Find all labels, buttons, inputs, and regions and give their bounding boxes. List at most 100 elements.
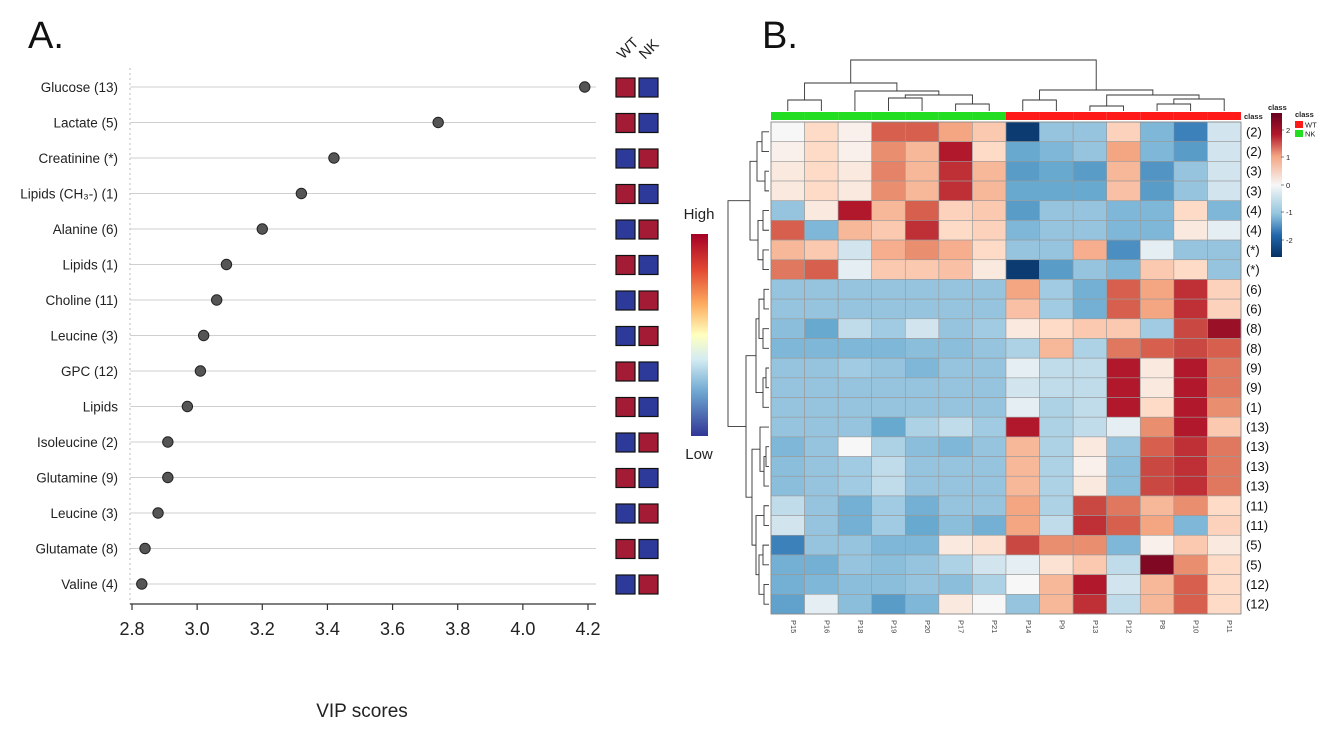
vip-point [210,294,223,306]
nk-level-box [638,503,659,524]
heatmap-cell [871,318,906,339]
nk-level-box [638,432,659,453]
heatmap-cell [1139,574,1175,595]
heatmap-cell [972,259,1007,280]
heatmap-cell [1005,239,1040,261]
heatmap-cell [1005,259,1040,280]
heatmap-cell [1106,239,1141,261]
metabolite-label: Lactate (5) [53,116,118,131]
metabolite-label: Glutamine (9) [36,471,118,486]
heatmap-cell [837,141,873,162]
heatmap-cell [1106,534,1141,556]
vip-x-tick-label: 4.2 [575,619,600,639]
heatmap-row-label: (12) [1246,577,1269,592]
heatmap-cell [871,534,906,556]
heatmap-cell [1005,318,1040,339]
heatmap-cell [770,515,805,536]
heatmap-cell [1106,416,1141,438]
heatmap-cells [770,121,1242,615]
heatmap-cell [1106,279,1141,300]
heatmap-cell [871,397,906,418]
heatmap-cell [1207,436,1242,457]
heatmap-cell [1173,495,1208,516]
heatmap-column-label: P21 [990,620,999,633]
heatmap-cell [1039,495,1074,516]
heatmap-cell [938,397,973,418]
heatmap-cell [1173,594,1208,615]
heatmap-cell [904,239,940,261]
heatmap-cell [1106,298,1141,320]
column-dendrogram-branch [1089,105,1124,111]
nk-level-box [638,325,659,347]
heatmap-cell [770,416,805,438]
heatmap-cell [770,554,805,575]
heatmap-cell [904,357,940,379]
color-key-tick-label: 1 [1286,153,1290,162]
heatmap-cell [1106,200,1141,221]
column-dendrogram-branch [888,97,923,111]
nk-level-box [638,219,659,240]
heatmap-cell [1139,436,1175,457]
heatmap-cell [1072,161,1108,182]
nk-level-box [638,148,659,169]
heatmap-cell [837,397,873,418]
wt-level-box [615,574,636,595]
heatmap-cell [1139,279,1175,300]
wt-level-box [615,219,636,240]
heatmap-cell [871,456,906,477]
heatmap-cell [871,495,906,516]
heatmap-cell [871,259,906,280]
heatmap-cell [770,141,805,162]
wt-level-box [615,325,636,347]
heatmap-cell [871,357,906,379]
heatmap-cell [1207,200,1242,221]
heatmap-cell [837,161,873,182]
heatmap-cell [1173,318,1208,339]
heatmap-cell [904,161,940,182]
heatmap-cell [1072,318,1108,339]
row-dendrogram-branch [761,131,769,152]
heatmap-cell [1106,515,1141,536]
heatmap-cell [1072,121,1108,142]
heatmap-cell [1039,298,1074,320]
heatmap-cell [1072,298,1108,320]
color-key-tick-label: -1 [1286,208,1293,217]
heatmap-cell [1173,200,1208,221]
metabolite-label: Lipids (1) [62,258,118,273]
heatmap-cell [1039,534,1074,556]
heatmap-cell [837,338,873,359]
heatmap-cell [1207,121,1242,142]
heatmap-cell [837,180,873,202]
class-bar-segment [1140,112,1174,120]
heatmap-cell [972,534,1007,556]
heatmap-cell [1173,554,1208,575]
heatmap-cell [972,239,1007,261]
row-dendrogram-branch [765,367,769,389]
vip-point [139,542,151,555]
nk-level-box [638,254,659,276]
row-dendrogram-branch [759,426,769,472]
heatmap-cell [871,298,906,320]
heatmap-cell [938,298,973,320]
nk-level-box [638,361,659,382]
heatmap-cell [1139,377,1175,398]
heatmap-cell [904,554,940,575]
heatmap-cell [1005,554,1040,575]
heatmap-cell [804,574,839,595]
heatmap-cell [1207,141,1242,162]
wt-level-box [615,503,636,524]
heatmap-row-label: (13) [1246,459,1269,474]
heatmap-cell [904,377,940,398]
heatmap-cell [972,180,1007,202]
heatmap-cell [1207,515,1242,536]
vip-x-tick-label: 4.0 [510,619,535,639]
metabolite-label: Valine (4) [61,577,118,592]
heatmap-cell [871,279,906,300]
heatmap-cell [938,161,973,182]
heatmap-row-label: (3) [1246,164,1262,179]
heatmap-column-label: P10 [1192,620,1201,633]
heatmap-cell [1207,279,1242,300]
nk-level-box [638,77,659,98]
heatmap-cell [1139,259,1175,280]
heatmap-cell [1207,338,1242,359]
